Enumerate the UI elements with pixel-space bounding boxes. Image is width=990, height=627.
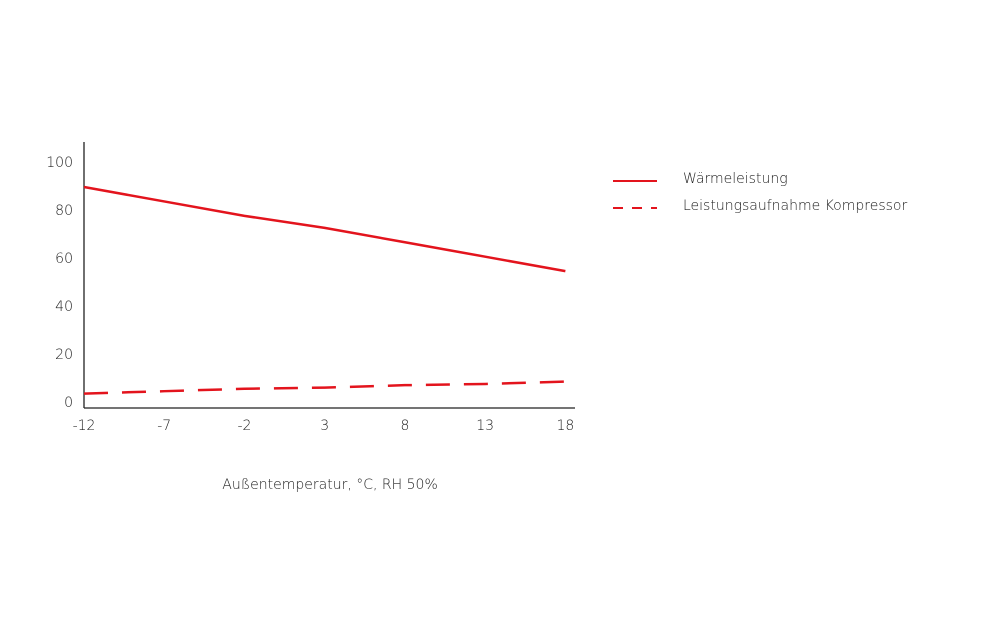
- y-tick-label: 60: [55, 251, 73, 267]
- legend-label: Wärmeleistung: [683, 171, 788, 187]
- x-tick-label: 3: [320, 418, 329, 434]
- y-tick-label: 80: [55, 203, 73, 219]
- x-tick-label: 18: [556, 418, 574, 434]
- x-tick-label: -7: [157, 418, 171, 434]
- x-tick-label: 8: [400, 418, 409, 434]
- x-tick-label: -2: [237, 418, 251, 434]
- x-tick-label: 13: [476, 418, 494, 434]
- legend-label: Leistungsaufnahme Kompressor: [683, 198, 907, 214]
- x-axis-label: Außentemperatur, °C, RH 50%: [222, 477, 438, 493]
- y-tick-label: 40: [55, 299, 73, 315]
- y-tick-label: 20: [55, 347, 73, 363]
- x-tick-label: -12: [73, 418, 96, 434]
- data-line: [83, 380, 566, 395]
- y-tick-label: 0: [64, 395, 73, 411]
- y-tick-label: 100: [46, 155, 73, 171]
- data-line: [83, 185, 566, 273]
